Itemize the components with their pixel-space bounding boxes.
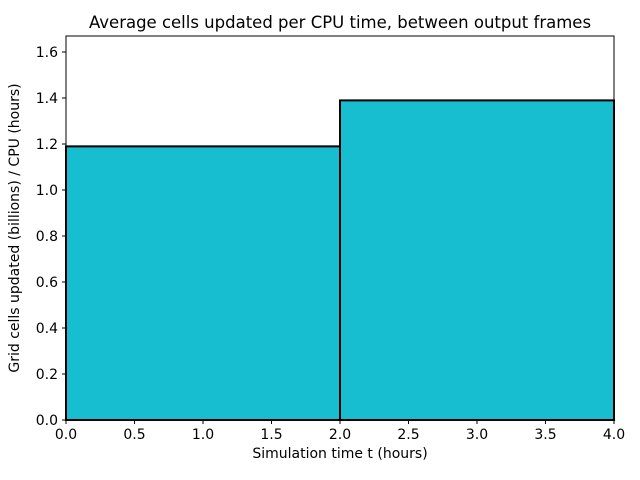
y-tick-label: 0.0: [36, 413, 58, 429]
y-axis-label: Grid cells updated (billions) / CPU (hou…: [7, 83, 23, 373]
x-tick-label: 3.5: [534, 427, 556, 443]
y-tick-label: 1.4: [36, 91, 58, 107]
x-tick-label: 4.0: [603, 427, 625, 443]
x-tick-label: 3.0: [466, 427, 488, 443]
bar-segment: [339, 99, 615, 421]
y-tick-label: 0.2: [36, 367, 58, 383]
x-tick-label: 1.5: [260, 427, 282, 443]
y-tick-label: 1.0: [36, 183, 58, 199]
bar-segment: [65, 145, 341, 422]
y-tick-label: 0.8: [36, 229, 58, 245]
chart-title: Average cells updated per CPU time, betw…: [88, 13, 592, 32]
x-tick-label: 2.5: [397, 427, 419, 443]
x-axis-label: Simulation time t (hours): [252, 446, 428, 462]
y-tick-label: 1.6: [36, 45, 58, 61]
x-tick-label: 2.0: [329, 427, 351, 443]
x-tick-label: 0.5: [123, 427, 145, 443]
y-tick-label: 0.4: [36, 321, 58, 337]
y-tick-label: 0.6: [36, 275, 58, 291]
x-tick-label: 0.0: [55, 427, 77, 443]
y-tick-label: 1.2: [36, 137, 58, 153]
x-tick-label: 1.0: [192, 427, 214, 443]
